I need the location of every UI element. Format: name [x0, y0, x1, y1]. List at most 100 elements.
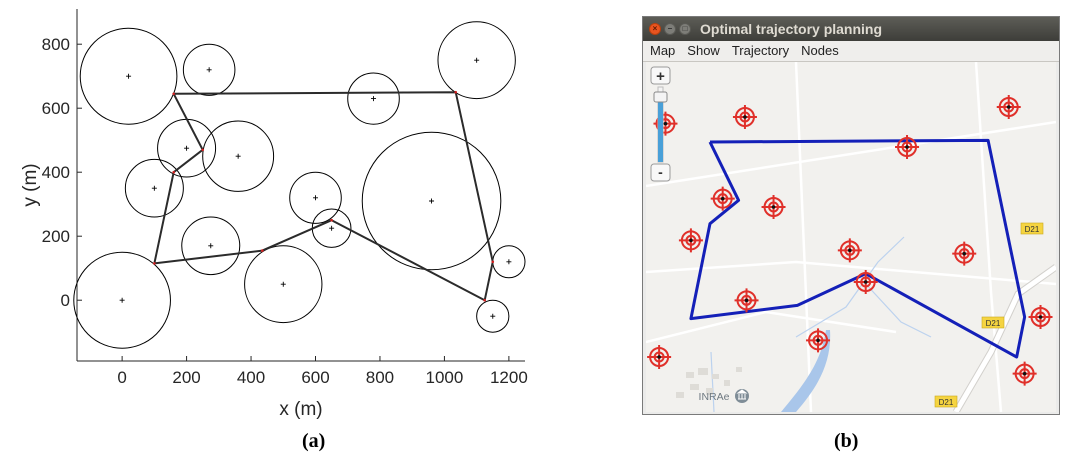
- obstacle-circle: [347, 72, 400, 125]
- y-axis-label: y (m): [20, 163, 41, 206]
- marker-center: [962, 251, 967, 256]
- circle-center-marker: [329, 225, 335, 231]
- waypoint-dot: [201, 148, 204, 152]
- minimize-button[interactable]: –: [664, 23, 676, 35]
- node-marker[interactable]: [952, 241, 977, 266]
- node-marker[interactable]: [837, 238, 862, 263]
- waypoint-dot: [483, 298, 487, 302]
- inrae-label: INRAe: [699, 391, 730, 403]
- minimize-icon: –: [667, 24, 673, 33]
- waypoint-dot: [491, 260, 495, 264]
- menu-show[interactable]: Show: [687, 43, 720, 58]
- marker-center: [743, 115, 747, 119]
- obstacle-circle: [202, 120, 275, 192]
- node-marker[interactable]: [734, 288, 759, 313]
- zoom-out-icon: -: [658, 164, 663, 180]
- road-track: [794, 62, 813, 412]
- obstacle-circle: [437, 21, 516, 100]
- circle-center-marker: [506, 259, 512, 265]
- node-marker[interactable]: [1012, 361, 1037, 386]
- node-marker[interactable]: [806, 328, 831, 353]
- obstacle-circle: [181, 216, 241, 276]
- marker-center: [689, 238, 693, 243]
- x-tick-label: 1000: [426, 368, 464, 387]
- node-marker[interactable]: [895, 135, 920, 159]
- x-axis-label: x (m): [279, 399, 322, 420]
- marker-center: [771, 205, 776, 209]
- waypoint-dot: [172, 92, 175, 96]
- obstacle-circle: [124, 158, 184, 218]
- y-tick-label: 200: [42, 227, 70, 246]
- circle-center-marker: [119, 297, 125, 303]
- node-marker[interactable]: [678, 228, 703, 253]
- obstacle-circle: [289, 171, 342, 224]
- node-marker[interactable]: [732, 105, 757, 129]
- marker-center: [1022, 371, 1027, 376]
- trajectory-path: [153, 91, 494, 302]
- road-shield-d21-lower: D21: [986, 319, 1001, 328]
- node-marker[interactable]: [1028, 305, 1053, 329]
- x-tick-label: 1200: [490, 368, 528, 387]
- obstacle-circle: [182, 43, 236, 96]
- map-view[interactable]: INRAe D21 D21 D21 + -: [646, 62, 1056, 412]
- waypoint-dot: [454, 90, 458, 94]
- x-tick-label: 400: [237, 368, 265, 387]
- node-marker[interactable]: [996, 95, 1021, 119]
- node-marker[interactable]: [761, 195, 786, 219]
- circle-center-marker: [313, 195, 319, 201]
- x-tick-label: 200: [172, 368, 200, 387]
- village-buildings: [676, 367, 742, 398]
- close-button[interactable]: ×: [649, 23, 661, 35]
- zoom-in-icon: +: [656, 68, 665, 85]
- app-window: × – □ Optimal trajectory planning Map Sh…: [642, 16, 1060, 415]
- zoom-slider-fill: [658, 102, 663, 162]
- zoom-control: + -: [650, 66, 671, 182]
- maximize-button[interactable]: □: [679, 23, 691, 35]
- window-titlebar[interactable]: × – □ Optimal trajectory planning: [643, 17, 1059, 41]
- road-shield-d21-right-box: [1020, 222, 1044, 235]
- route-line: [689, 138, 1027, 359]
- marker-center: [657, 355, 661, 359]
- obstacle-circle: [361, 131, 502, 271]
- zoom-out-button[interactable]: [650, 163, 671, 182]
- menu-nodes[interactable]: Nodes: [801, 43, 839, 58]
- marker-center: [663, 121, 668, 126]
- close-icon: ×: [652, 24, 658, 33]
- circle-center-marker: [184, 145, 190, 151]
- node-marker[interactable]: [853, 270, 878, 294]
- menu-trajectory[interactable]: Trajectory: [731, 43, 790, 58]
- node-markers: [647, 95, 1053, 386]
- y-tick-label: 800: [42, 35, 70, 54]
- node-marker[interactable]: [710, 186, 735, 211]
- menu-map[interactable]: Map: [650, 43, 676, 58]
- road-shield-d21-bottom: D21: [939, 398, 954, 407]
- circle-center-marker: [429, 198, 435, 204]
- x-tick-label: 600: [301, 368, 329, 387]
- zoom-in-button[interactable]: [650, 66, 671, 85]
- obstacle-circle: [244, 245, 323, 324]
- building-icon: [736, 389, 748, 400]
- road-track: [646, 310, 897, 344]
- waypoint-dot: [261, 249, 264, 252]
- node-marker[interactable]: [647, 345, 672, 369]
- marker-center: [720, 196, 725, 201]
- road-shield-d21-right: D21: [1025, 225, 1040, 234]
- y-tick-label: 600: [42, 99, 70, 118]
- circle-center-marker: [126, 73, 132, 79]
- y-tick-label: 0: [61, 291, 70, 310]
- circle-center-marker: [490, 313, 496, 319]
- trajectory-plot: 0 200 400 600 800 1000 1200 0 200 400 600 800 x (m) y…: [20, 9, 528, 420]
- waypoint-dot: [172, 170, 175, 174]
- circle-center-marker: [151, 185, 157, 191]
- road-track: [646, 120, 1056, 188]
- circle-center-marker: [208, 243, 214, 249]
- node-marker[interactable]: [653, 111, 678, 136]
- road-track: [974, 62, 1003, 412]
- maximize-icon: □: [682, 24, 688, 33]
- waypoint-dot: [330, 218, 333, 222]
- trajectory-route: [689, 138, 1027, 359]
- circle-center-marker: [474, 57, 480, 63]
- obstacle-circle: [79, 27, 178, 125]
- map-roads: [646, 62, 1056, 412]
- zoom-slider-thumb[interactable]: [653, 91, 668, 103]
